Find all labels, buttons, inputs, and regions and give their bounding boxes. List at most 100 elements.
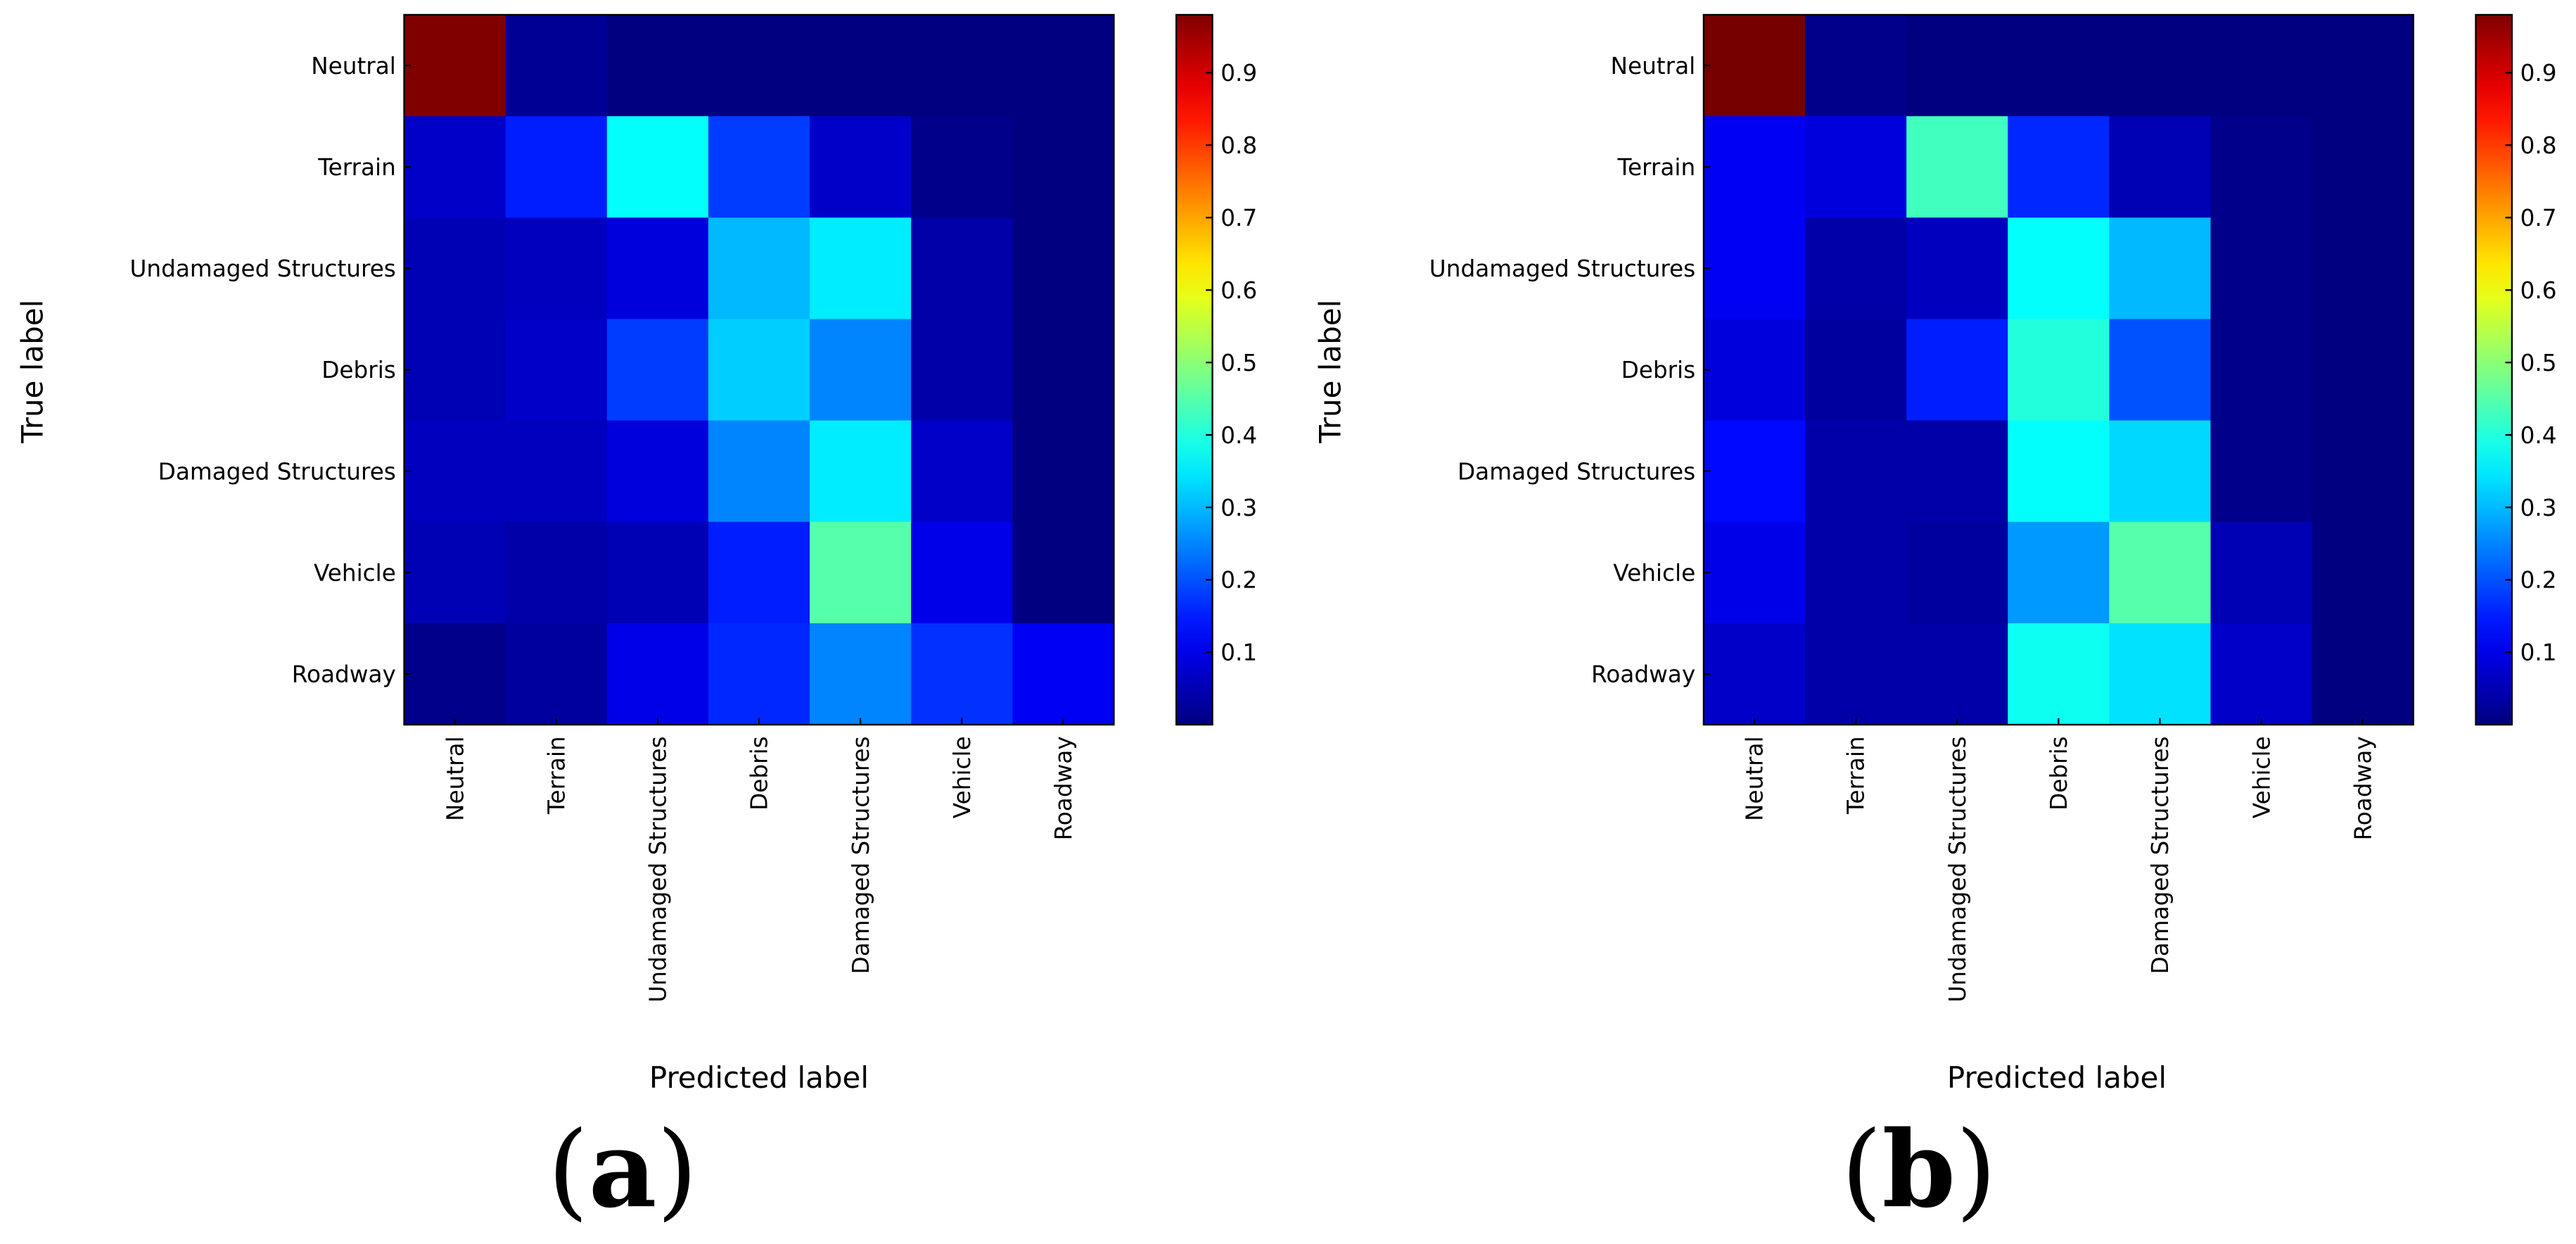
x-tick-label: Vehicle <box>2248 736 2275 818</box>
colorbar-tick-label: 0.7 <box>2520 205 2557 231</box>
heatmap-cell <box>2210 420 2313 523</box>
colorbar-tick-label: 0.6 <box>1220 277 1257 304</box>
panel-label: (b) <box>1841 1108 1996 1231</box>
heatmap-cell <box>2312 521 2414 624</box>
y-tick-label: Damaged Structures <box>1458 458 1695 485</box>
y-tick-label: Neutral <box>311 53 396 80</box>
heatmap-cell <box>810 623 912 725</box>
heatmap-cell <box>2312 116 2414 219</box>
y-tick-label: Neutral <box>1611 53 1696 80</box>
heatmap-cell <box>2008 217 2110 320</box>
colorbar-tick-label: 0.8 <box>2520 132 2557 159</box>
heatmap-cell <box>2210 116 2313 219</box>
heatmap-cell <box>404 15 506 118</box>
colorbar-tick-label: 0.4 <box>1220 422 1257 449</box>
heatmap-cell <box>404 420 506 523</box>
heatmap-cell <box>2210 319 2313 421</box>
heatmap-cell <box>1012 15 1115 118</box>
heatmap-cell <box>606 420 709 523</box>
heatmap-cell <box>2312 623 2414 725</box>
x-tick-label: Terrain <box>543 736 570 815</box>
x-tick-label: Damaged Structures <box>848 736 874 974</box>
heatmap-cell <box>404 319 506 421</box>
heatmap-cell <box>810 116 912 219</box>
y-tick-label: Debris <box>1621 357 1696 383</box>
heatmap-cell <box>2210 15 2313 118</box>
heatmap-cell <box>810 217 912 320</box>
heatmap-cell <box>505 420 608 523</box>
heatmap-cell <box>606 116 709 219</box>
heatmap-cell <box>810 15 912 118</box>
heatmap-cell <box>911 521 1014 624</box>
heatmap-cell <box>606 217 709 320</box>
colorbar-tick-label: 0.9 <box>1220 60 1257 87</box>
heatmap-cell <box>606 623 709 725</box>
heatmap-cell <box>1012 217 1115 320</box>
heatmap-cell <box>404 217 506 320</box>
heatmap-cell <box>1906 521 2009 624</box>
x-tick-label: Terrain <box>1843 736 1870 815</box>
heatmap-cell <box>1906 623 2009 725</box>
panel-a: Neutral Terrain Undamaged Structures Debris… <box>15 13 1257 1231</box>
heatmap-cell <box>911 420 1014 523</box>
heatmap-cell <box>505 623 608 725</box>
heatmap-cell <box>708 623 810 725</box>
heatmap-cell <box>1012 623 1115 725</box>
x-tick-label: Damaged Structures <box>2147 736 2174 974</box>
heatmap-cell <box>1906 15 2009 118</box>
heatmap-cell <box>606 319 709 421</box>
heatmap-cells <box>1703 15 2414 725</box>
heatmap-cell <box>1804 623 1908 725</box>
x-tick-label: Vehicle <box>949 736 976 818</box>
heatmap-cell <box>1703 319 1806 421</box>
heatmap-cell <box>708 521 810 624</box>
heatmap-cell <box>708 116 810 219</box>
heatmap-cell <box>1703 15 1806 118</box>
heatmap-cell <box>505 319 608 421</box>
panel-b: Neutral Terrain Undamaged Structures Debris… <box>1313 13 2557 1231</box>
panel-label: (a) <box>547 1108 697 1231</box>
heatmap-cell <box>2210 623 2313 725</box>
heatmap-cell <box>404 116 506 219</box>
colorbar-tick-label: 0.1 <box>1220 640 1257 666</box>
heatmap-cell <box>708 217 810 320</box>
colorbar-tick-label: 0.6 <box>2520 277 2557 304</box>
heatmap-cell <box>2210 217 2313 320</box>
heatmap-cell <box>810 420 912 523</box>
x-tick-label: Undamaged Structures <box>1944 736 1971 1002</box>
heatmap-cell <box>1906 319 2009 421</box>
colorbar-tick-label: 0.7 <box>1220 205 1257 231</box>
heatmap-cell <box>2109 15 2212 118</box>
x-tick-label: Undamaged Structures <box>645 736 672 1002</box>
heatmap-cell <box>810 521 912 624</box>
x-tick-label: Roadway <box>2349 736 2376 840</box>
heatmap-cell <box>2008 116 2110 219</box>
heatmap-cell <box>404 623 506 725</box>
heatmap-cell <box>1804 217 1908 320</box>
colorbar-tick-label: 0.2 <box>2520 567 2557 594</box>
heatmap-cell <box>911 623 1014 725</box>
heatmap-cell <box>505 217 608 320</box>
x-tick-label: Debris <box>2046 736 2072 811</box>
heatmap-cell <box>1804 521 1908 624</box>
heatmap-cells <box>404 15 1115 725</box>
colorbar-tick-label: 0.1 <box>2520 640 2557 666</box>
heatmap-cell <box>2008 319 2110 421</box>
y-tick-label: Vehicle <box>314 559 396 586</box>
heatmap-cell <box>1804 116 1908 219</box>
colorbar <box>2475 13 2513 726</box>
heatmap-cell <box>505 15 608 118</box>
colorbar-tick-label: 0.5 <box>2520 350 2557 376</box>
heatmap-cell <box>606 521 709 624</box>
y-tick-label: Vehicle <box>1613 559 1695 586</box>
y-tick-label: Debris <box>321 357 396 383</box>
heatmap-cell <box>2312 15 2414 118</box>
x-tick-label: Neutral <box>442 736 468 821</box>
heatmap-cell <box>2109 420 2212 523</box>
heatmap-cell <box>1703 623 1806 725</box>
y-tick-label: Undamaged Structures <box>129 255 395 282</box>
panel-b-scaled: Neutral Terrain Undamaged Structures Debris… <box>1313 13 2557 1231</box>
y-tick-label: Roadway <box>1591 661 1695 688</box>
heatmap-cell <box>911 217 1014 320</box>
